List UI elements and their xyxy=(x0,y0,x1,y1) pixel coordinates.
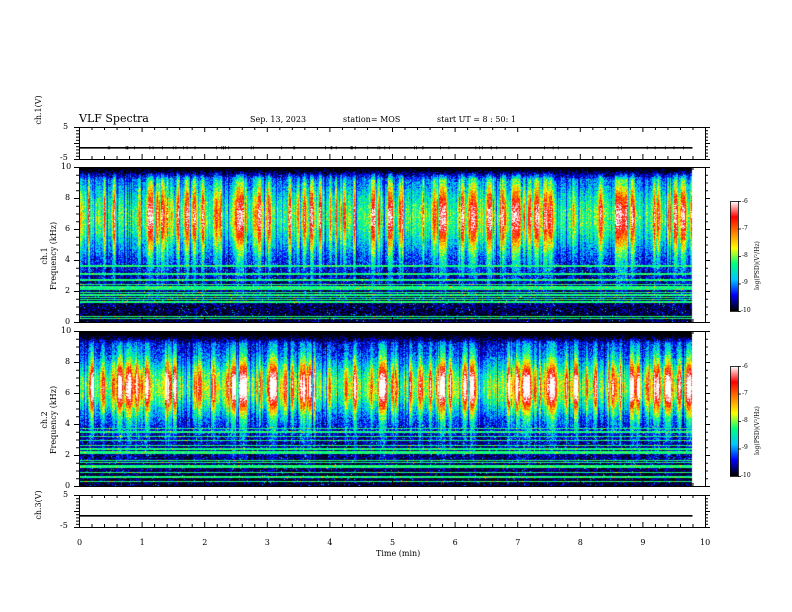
ch1-volt-tick-bottom: -5 xyxy=(60,153,68,162)
ch3-volt-ylabel: ch.3(V) xyxy=(34,490,43,520)
cb1-label: log(PSD)(V²/Hz) xyxy=(754,241,761,290)
ch2-colorbar xyxy=(730,366,738,476)
ch1-colorbar xyxy=(730,201,738,311)
figure-title: VLF Spectra xyxy=(79,112,149,125)
ch2-freq-tick-6: 6 xyxy=(65,388,71,397)
ch3-volt-tick-bottom: -5 xyxy=(60,521,68,530)
ch2-spectrogram xyxy=(79,331,705,486)
x-tick-0: 0 xyxy=(77,538,83,547)
ch1-freq-tick-10: 10 xyxy=(61,162,72,171)
ch1-freq-tick-0: 0 xyxy=(65,317,71,326)
x-tick-1: 1 xyxy=(139,538,145,547)
cb2-tick-8: -8 xyxy=(742,417,748,424)
cb1-tick-6: -6 xyxy=(742,198,748,205)
x-axis-label: Time (min) xyxy=(376,549,421,558)
ch2-freq-tick-10: 10 xyxy=(61,326,72,335)
x-tick-5: 5 xyxy=(390,538,396,547)
ch3-volt-tick-top: 5 xyxy=(63,490,69,499)
station-label: station= MOS xyxy=(343,115,401,124)
x-tick-10: 10 xyxy=(700,538,711,547)
cb1-tick-9: -9 xyxy=(742,279,748,286)
x-tick-9: 9 xyxy=(640,538,646,547)
x-tick-2: 2 xyxy=(202,538,208,547)
ch1-volt-ylabel: ch.1(V) xyxy=(34,95,43,125)
cb1-tick-8: -8 xyxy=(742,252,748,259)
ch1-freq-tick-6: 6 xyxy=(65,224,71,233)
cb2-label: log(PSD)(V²/Hz) xyxy=(754,406,761,455)
ch1-freq-tick-8: 8 xyxy=(65,193,71,202)
x-tick-3: 3 xyxy=(264,538,270,547)
cb2-tick-6: -6 xyxy=(742,363,748,370)
start-time-label: start UT = 8 : 50: 1 xyxy=(437,115,516,124)
ch2-freq-tick-0: 0 xyxy=(65,481,71,490)
cb1-tick-10: -10 xyxy=(741,307,751,314)
x-tick-4: 4 xyxy=(327,538,333,547)
cb1-tick-7: -7 xyxy=(742,225,748,232)
ch1-freq-tick-2: 2 xyxy=(65,286,71,295)
ch1-spectrogram xyxy=(79,167,705,322)
cb2-tick-9: -9 xyxy=(742,444,748,451)
ch2-freq-tick-2: 2 xyxy=(65,450,71,459)
ch2-freq-ylabel: ch.2 Frequency (kHz) xyxy=(40,385,58,454)
panel-frame-1 xyxy=(79,167,706,323)
colorbar-frame-1 xyxy=(730,201,739,312)
x-tick-7: 7 xyxy=(515,538,521,547)
ch1-freq-tick-4: 4 xyxy=(65,255,71,264)
date-label: Sep. 13, 2023 xyxy=(250,115,307,124)
x-tick-8: 8 xyxy=(577,538,583,547)
ch1-freq-ylabel: ch.1 Frequency (kHz) xyxy=(40,221,58,290)
colorbar-frame-2 xyxy=(730,366,739,477)
panel-frame-2 xyxy=(79,331,706,487)
ch2-freq-tick-4: 4 xyxy=(65,419,71,428)
ch1-volt-tick-top: 5 xyxy=(63,122,69,131)
cb2-tick-7: -7 xyxy=(742,390,748,397)
cb2-tick-10: -10 xyxy=(741,472,751,479)
x-tick-6: 6 xyxy=(452,538,458,547)
ch2-freq-tick-8: 8 xyxy=(65,357,71,366)
